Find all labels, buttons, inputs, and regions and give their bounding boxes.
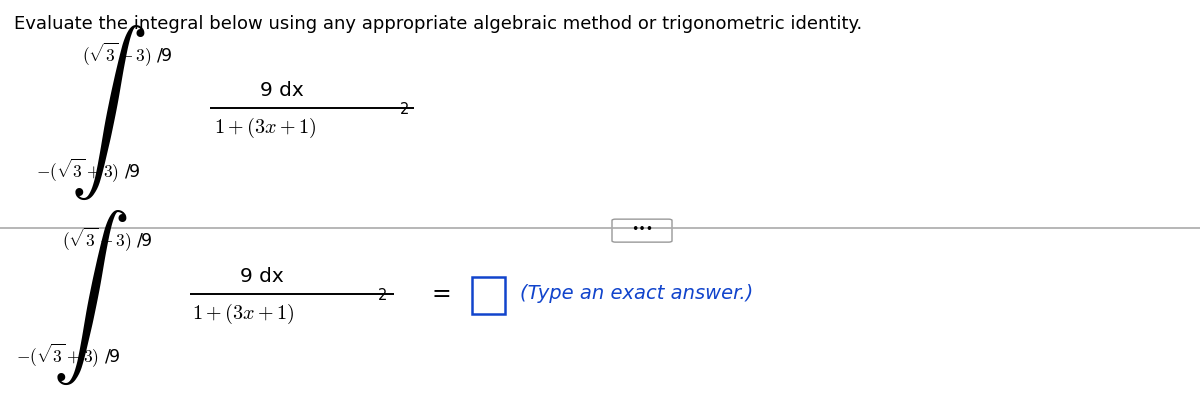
FancyBboxPatch shape [472,278,505,315]
Text: $-(\sqrt{3}+3)$ /9: $-(\sqrt{3}+3)$ /9 [36,156,140,184]
Text: $(\sqrt{3}-3)$ /9: $(\sqrt{3}-3)$ /9 [62,225,152,253]
Text: Evaluate the integral below using any appropriate algebraic method or trigonomet: Evaluate the integral below using any ap… [14,15,863,33]
Text: 9 dx: 9 dx [240,267,283,286]
Text: $1+(3x+1)$: $1+(3x+1)$ [192,303,295,327]
Text: •••: ••• [631,223,653,236]
Text: (Type an exact answer.): (Type an exact answer.) [520,284,752,303]
FancyBboxPatch shape [612,219,672,242]
Text: $\int$: $\int$ [53,209,127,387]
Text: 2: 2 [400,103,409,117]
Text: $(\sqrt{3}-3)$ /9: $(\sqrt{3}-3)$ /9 [82,40,172,68]
Text: =: = [432,282,451,306]
Text: $1+(3x+1)$: $1+(3x+1)$ [214,116,317,140]
Text: 2: 2 [378,288,388,303]
Text: $\int$: $\int$ [71,24,145,202]
Text: $-(\sqrt{3}+3)$ /9: $-(\sqrt{3}+3)$ /9 [16,341,120,369]
Text: 9 dx: 9 dx [260,81,304,100]
